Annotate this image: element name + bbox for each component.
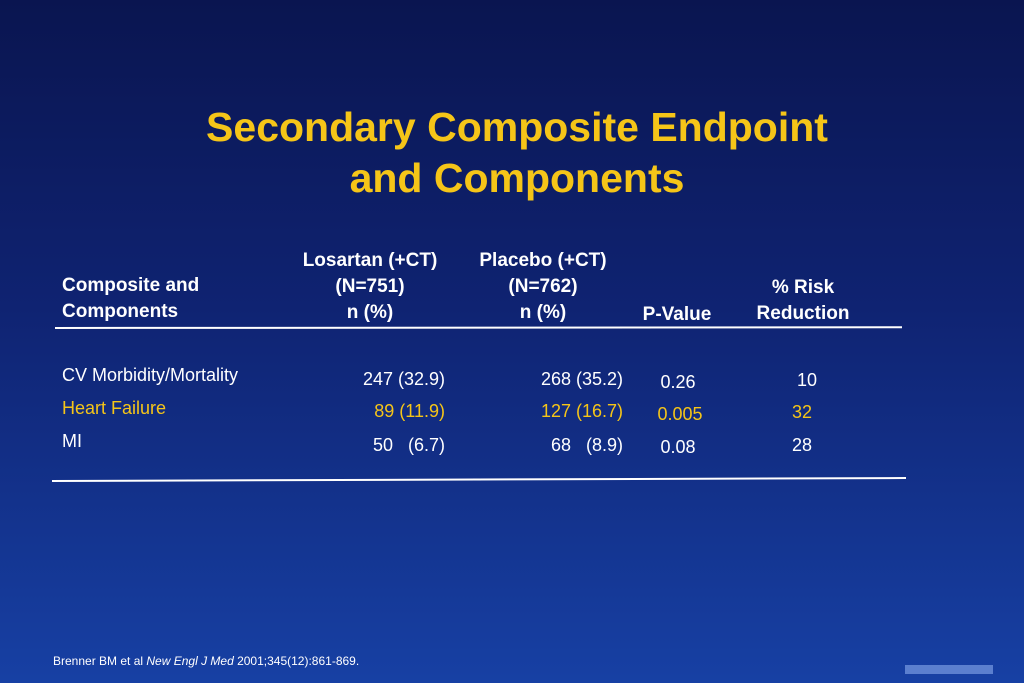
slide-title-line-1: Secondary Composite Endpoint xyxy=(206,104,828,150)
header-placebo-line-3: n (%) xyxy=(519,302,567,323)
row-losartan-mi: 50 (6.7) xyxy=(372,435,445,455)
header-composite-line-1: Composite and xyxy=(62,275,200,296)
row-losartan-heart-failure: 89 (11.9) xyxy=(374,401,445,421)
header-placebo-line-1: Placebo (+CT) xyxy=(479,250,607,271)
citation-suffix: 2001;345(12):861-869. xyxy=(233,654,360,668)
citation-prefix: Brenner BM et al xyxy=(53,654,147,668)
header-composite: Composite and Components xyxy=(62,273,199,325)
header-risk-line-1: % Risk xyxy=(771,277,835,298)
header-risk-reduction: % Risk Reduction xyxy=(743,275,863,327)
header-losartan-line-1: Losartan (+CT) xyxy=(302,250,438,271)
row-label-cv-morbidity: CV Morbidity/Mortality xyxy=(62,365,239,385)
header-placebo: Placebo (+CT) (N=762) n (%) xyxy=(463,248,623,326)
citation: Brenner BM et al New Engl J Med 2001;345… xyxy=(53,654,359,668)
row-placebo-cv-morbidity: 268 (35.2) xyxy=(540,369,623,389)
header-rule xyxy=(54,326,903,329)
row-risk-heart-failure: 32 xyxy=(791,402,813,422)
row-risk-cv-morbidity: 10 xyxy=(796,370,818,390)
slide-title-line-2: and Components xyxy=(349,155,685,201)
header-pvalue: P-Value xyxy=(627,302,727,328)
header-pvalue-line-1: P-Value xyxy=(642,304,712,325)
row-losartan-cv-morbidity: 247 (32.9) xyxy=(362,369,445,389)
row-placebo-mi: 68 (8.9) xyxy=(550,435,623,455)
header-losartan-line-3: n (%) xyxy=(346,302,394,323)
row-pvalue-mi: 0.08 xyxy=(660,437,696,457)
decorative-corner-bar xyxy=(905,665,993,674)
citation-journal: New Engl J Med xyxy=(146,654,234,668)
header-placebo-line-2: (N=762) xyxy=(508,276,578,297)
row-pvalue-heart-failure: 0.005 xyxy=(657,404,703,424)
header-losartan-line-2: (N=751) xyxy=(335,276,405,297)
table-bottom-rule xyxy=(51,477,906,482)
row-placebo-heart-failure: 127 (16.7) xyxy=(540,401,623,421)
header-losartan: Losartan (+CT) (N=751) n (%) xyxy=(290,248,450,326)
row-label-mi: MI xyxy=(62,431,82,451)
row-label-heart-failure: Heart Failure xyxy=(62,398,167,418)
row-pvalue-cv-morbidity: 0.26 xyxy=(660,372,696,392)
header-composite-line-2: Components xyxy=(62,301,179,322)
header-risk-line-2: Reduction xyxy=(756,303,850,324)
row-risk-mi: 28 xyxy=(791,435,813,455)
